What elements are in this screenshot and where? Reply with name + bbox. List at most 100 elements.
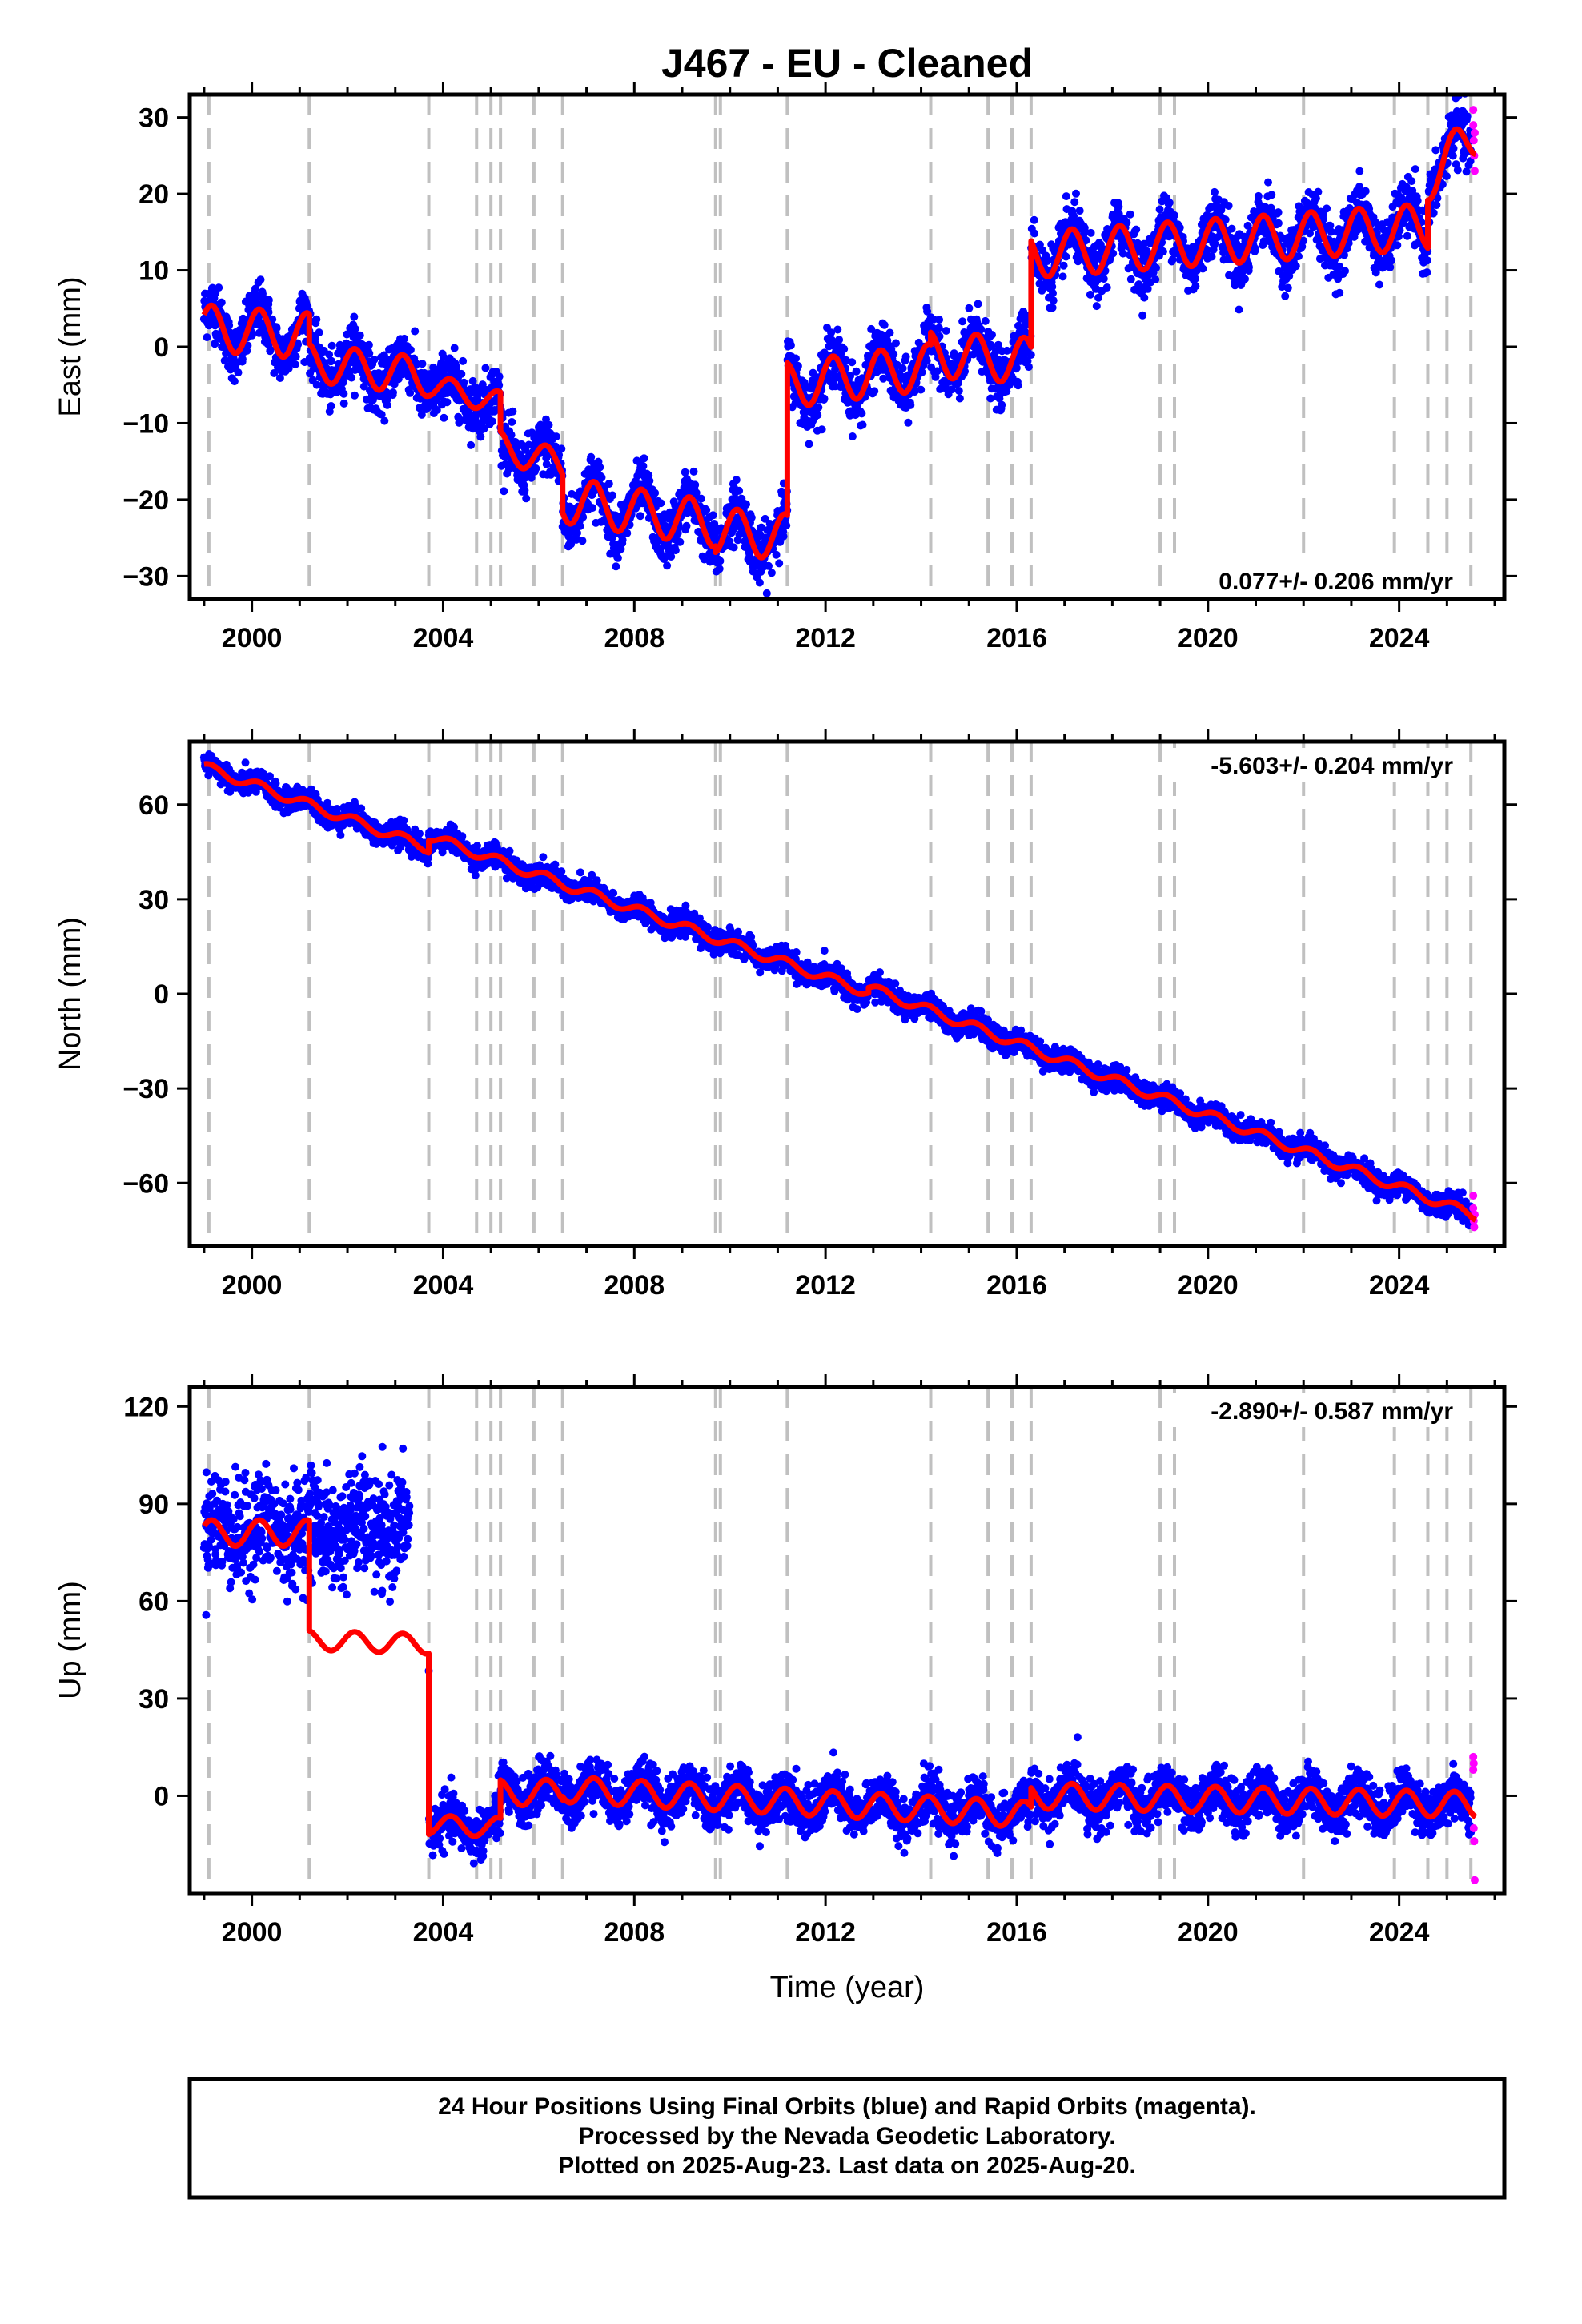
data-point [1058, 272, 1067, 281]
data-point [775, 559, 784, 568]
data-point [1203, 247, 1211, 256]
data-point [870, 387, 879, 396]
data-point [1241, 275, 1249, 283]
rapid-point [1470, 128, 1479, 137]
data-point [1423, 256, 1431, 265]
data-point [495, 372, 504, 381]
data-point [383, 400, 391, 409]
data-point [230, 377, 239, 386]
data-point [351, 391, 359, 400]
data-point [1086, 290, 1094, 299]
data-point [765, 561, 773, 570]
data-point [587, 452, 596, 461]
data-point [1132, 225, 1141, 234]
data-point [942, 327, 950, 335]
data-point [761, 514, 769, 523]
data-point [1235, 305, 1243, 314]
data-point [270, 369, 279, 377]
data-point [651, 489, 660, 497]
data-point [1165, 199, 1174, 207]
data-point [1243, 221, 1252, 230]
data-point [930, 315, 938, 324]
data-point [1062, 192, 1070, 201]
data-point [835, 336, 844, 344]
data-point [572, 536, 580, 544]
data-point [432, 406, 441, 414]
data-point [215, 283, 223, 292]
data-point [1431, 146, 1440, 155]
data-point [220, 356, 229, 365]
data-point [1221, 215, 1230, 224]
data-point [481, 364, 490, 372]
data-point [327, 402, 335, 410]
data-point [596, 463, 604, 472]
data-point [954, 387, 963, 395]
data-point [1340, 251, 1348, 259]
data-point [755, 578, 764, 587]
data-point [663, 561, 672, 570]
data-point [294, 340, 303, 349]
data-point [264, 296, 273, 304]
data-point [1002, 346, 1011, 355]
data-point [1407, 177, 1416, 186]
data-point [904, 418, 913, 427]
data-point [917, 368, 926, 376]
data-point [1453, 166, 1462, 175]
data-point [508, 407, 517, 416]
data-point [1126, 210, 1134, 219]
velocity-rate-label: 0.077+/- 0.206 mm/yr [1219, 569, 1453, 595]
data-point [1314, 187, 1323, 196]
data-point [256, 275, 265, 284]
x-tick-label: 2012 [795, 623, 856, 653]
y-tick-label: 20 [139, 179, 169, 210]
data-point [636, 512, 644, 521]
data-point [1227, 224, 1236, 233]
data-point [440, 413, 448, 422]
data-point [1245, 263, 1253, 271]
data-point [792, 354, 800, 363]
data-point [1323, 204, 1331, 213]
data-point [977, 325, 986, 334]
data-point [551, 442, 560, 451]
data-point [1326, 221, 1335, 230]
data-point [364, 340, 373, 349]
data-point [671, 546, 680, 555]
data-point [597, 473, 606, 482]
data-point [1014, 381, 1022, 390]
data-point [508, 418, 516, 426]
data-point [1423, 268, 1431, 277]
data-point [370, 356, 379, 364]
data-point [858, 420, 867, 429]
data-point [1026, 351, 1035, 359]
data-point [1152, 263, 1160, 272]
data-point [247, 331, 256, 340]
data-point [411, 327, 420, 336]
north-panel: 2000 2004 2008 2012 2016 2020 202460300−30−60N… [54, 729, 1517, 1301]
data-point [1099, 275, 1108, 283]
data-point [947, 385, 956, 394]
data-point [266, 345, 275, 354]
data-point [885, 328, 894, 337]
data-point [681, 468, 689, 476]
data-point [457, 369, 466, 378]
data-point [676, 537, 685, 546]
data-point [986, 394, 995, 403]
data-point [981, 316, 990, 325]
data-point [1048, 304, 1057, 312]
data-point [443, 398, 452, 407]
data-point [500, 487, 508, 496]
data-point [271, 779, 280, 788]
data-point [406, 388, 415, 397]
data-point [1102, 283, 1111, 292]
data-point [817, 425, 826, 434]
data-point [1211, 187, 1219, 196]
data-point [576, 521, 584, 530]
data-point [1254, 191, 1263, 200]
data-point [709, 511, 717, 520]
data-point [467, 440, 476, 449]
data-point [848, 432, 857, 440]
data-point [1361, 187, 1370, 195]
data-point [689, 467, 698, 476]
data-point [1043, 257, 1052, 265]
